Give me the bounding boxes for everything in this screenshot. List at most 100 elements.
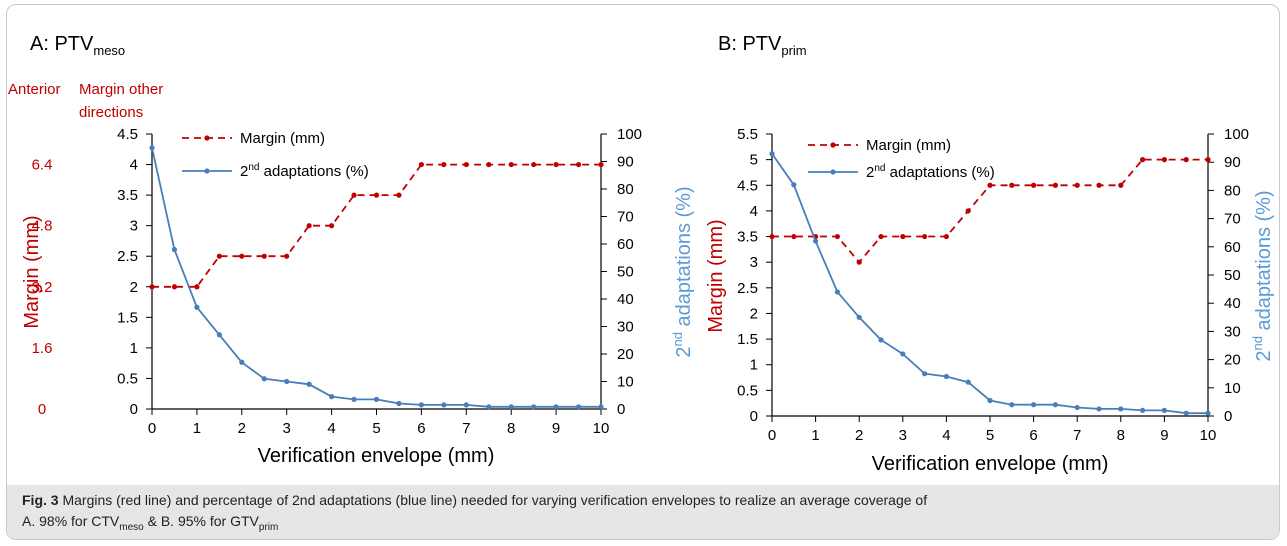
panel-a-margin-point <box>284 253 290 259</box>
panel-a-margin-point <box>306 223 312 229</box>
panel-a-margin-point <box>329 223 335 229</box>
panel-b-x-tick-label: 10 <box>1200 427 1217 444</box>
panel-b-adaptation-point <box>1183 410 1189 416</box>
panel-b-x-tick-label: 7 <box>1073 427 1081 444</box>
panel-a-right-tick-label: 40 <box>617 291 634 308</box>
caption-sub-2: prim <box>258 521 279 533</box>
panel-b-margin-point <box>922 233 928 240</box>
panel-b-x-tick-label: 9 <box>1160 427 1168 444</box>
panel-a-left-tick-label: 4 <box>130 157 138 174</box>
panel-a-adaptation-point <box>239 359 245 365</box>
panel-a-extra-tick-label: 6.4 <box>32 157 53 174</box>
panel-a-right-tick-label: 20 <box>617 346 634 363</box>
panel-a-adaptation-point <box>216 332 222 338</box>
panel-b-margin-point <box>791 233 797 240</box>
caption-text-2: A. 98% for CTV <box>22 513 120 529</box>
caption-text-1: Margins (red line) and percentage of 2nd… <box>58 492 928 508</box>
panel-a-margin-point <box>216 253 222 259</box>
figure-caption: Fig. 3 Margins (red line) and percentage… <box>22 490 1267 538</box>
panel-a-margin-point <box>463 161 469 168</box>
panel-a-extra-tick-label: 0 <box>38 401 46 418</box>
panel-b-adaptation-point <box>987 397 993 404</box>
panel-b-right-tick-label: 80 <box>1224 182 1241 199</box>
panel-a-adaptation-point <box>373 396 380 402</box>
panel-b-margin-point <box>1183 157 1189 163</box>
panel-a-margin-point <box>575 161 582 168</box>
panel-b-x-tick-label: 1 <box>811 427 819 444</box>
panel-a-margin-point <box>373 192 380 198</box>
panel-a-adaptation-point <box>463 402 469 408</box>
panel-b-adaptation-point <box>1205 410 1211 416</box>
panel-b-adaptation-point <box>1118 406 1124 412</box>
panel-b-margin-point <box>1161 157 1167 163</box>
panel-a-margin-point <box>531 161 537 168</box>
panel-a-x-tick-label: 8 <box>507 420 515 437</box>
panel-a-x-axis-label: Verification envelope (mm) <box>258 445 495 467</box>
panel-a-adaptation-point <box>329 394 335 400</box>
panel-b-legend-adaptation-label: 2nd adaptations (%) <box>866 163 995 181</box>
panel-b-x-tick-label: 6 <box>1029 427 1037 444</box>
panel-a-right-tick-label: 80 <box>617 181 634 198</box>
panel-a-right-tick-label: 10 <box>617 374 634 391</box>
panel-a-extra-tick-label: 4.8 <box>32 218 53 235</box>
panel-b-adaptation-point <box>943 373 950 380</box>
panel-a-right-tick-label: 100 <box>617 126 642 143</box>
panel-b-margin-point <box>1052 182 1058 188</box>
panel-b-adaptation-point <box>900 351 906 357</box>
panel-a-margin-point <box>194 284 200 290</box>
panel-b-left-tick-label: 0.5 <box>737 382 758 399</box>
panel-a-right-tick-label: 50 <box>617 264 634 281</box>
panel-b-title: B: PTVprim <box>718 33 807 58</box>
panel-a-left-tick-label: 3 <box>130 218 138 235</box>
panel-a-margin-line <box>152 163 601 288</box>
panel-b-right-tick-label: 30 <box>1224 323 1241 340</box>
panel-a-right-tick-label: 0 <box>617 401 625 418</box>
panel-a-left-tick-label: 1 <box>130 340 138 357</box>
panel-a-margin-point <box>553 161 559 168</box>
panel-b-right-tick-label: 60 <box>1224 239 1241 256</box>
panel-a-margin-point <box>598 161 604 168</box>
panel-b-left-tick-label: 1 <box>750 357 758 374</box>
panel-b-margin-point <box>943 233 950 240</box>
panel-b-adaptation-point <box>1161 407 1167 413</box>
panel-b-margin-point <box>1118 182 1124 188</box>
panel-a-x-tick-label: 5 <box>372 420 380 437</box>
panel-b-margin-point <box>769 233 775 240</box>
panel-a-adaptation-point <box>194 304 200 310</box>
panel-a-adaptation-point <box>261 376 267 382</box>
panel-b-margin-point <box>987 182 993 188</box>
panel-a-adaptation-point <box>396 400 402 407</box>
panel-a-legend-margin-marker <box>204 135 210 141</box>
panel-b-left-tick-label: 2.5 <box>737 280 758 297</box>
panel-b-adaptation-point <box>1096 406 1102 412</box>
panel-b-left-tick-label: 1.5 <box>737 331 758 348</box>
panel-a-extra-tick-label: 3.2 <box>32 279 53 296</box>
panel-b-x-tick-label: 0 <box>768 427 776 444</box>
panel-b-adaptation-point <box>1009 402 1015 408</box>
panel-b-margin-point <box>965 208 971 214</box>
panel-a-adaptation-point <box>508 404 514 410</box>
panel-a-adaptation-point <box>351 396 357 402</box>
panel-b-right-axis-label: 2nd adaptations (%) <box>1250 190 1275 361</box>
panel-b-margin-point <box>1074 182 1080 188</box>
panel-b-x-axis-label: Verification envelope (mm) <box>872 453 1109 475</box>
caption-sub-1: meso <box>119 521 144 533</box>
panel-a-adaptation-point <box>441 402 447 408</box>
panel-b-adaptation-point <box>878 337 884 343</box>
panel-b-margin-point <box>900 233 906 240</box>
panel-a-adaptation-line <box>151 147 601 408</box>
panel-a-right-tick-label: 90 <box>617 154 634 171</box>
panel-b-legend-margin-marker <box>830 142 836 148</box>
figure-charts: A: PTVmeso00.511.522.533.544.50102030405… <box>8 33 1275 475</box>
panel-b-x-tick-label: 2 <box>855 427 863 444</box>
panel-a-x-tick-label: 9 <box>552 420 560 437</box>
panel-a-adaptation-point <box>486 404 492 410</box>
panel-a-margin-point <box>418 161 424 168</box>
panel-a-x-tick-label: 0 <box>148 420 156 437</box>
panel-a-left-tick-label: 0 <box>130 401 138 418</box>
panel-a-adaptation-point <box>575 404 582 410</box>
panel-b-x-tick-label: 4 <box>942 427 950 444</box>
panel-a-legend-margin-label: Margin (mm) <box>240 130 325 147</box>
panel-a-legend-adaptation-label: 2nd adaptations (%) <box>240 162 369 180</box>
panel-b-left-tick-label: 0 <box>750 408 758 425</box>
